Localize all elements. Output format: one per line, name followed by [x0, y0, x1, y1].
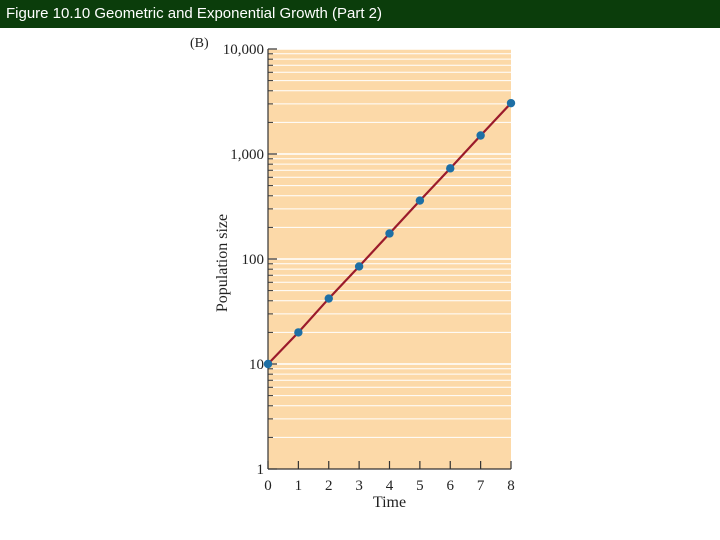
data-point — [354, 262, 364, 271]
y-tick-label: 10 — [249, 357, 264, 373]
y-tick-label: 1 — [257, 462, 265, 478]
series-group — [263, 98, 516, 369]
y-axis-label: Population size — [214, 214, 231, 312]
x-tick-label: 0 — [264, 478, 272, 494]
data-point — [294, 328, 303, 337]
x-tick-label: 2 — [325, 478, 333, 494]
data-point — [385, 229, 394, 238]
x-tick-label: 5 — [416, 478, 424, 494]
grid-lines — [268, 48, 511, 438]
data-point — [324, 294, 333, 303]
y-tick-label: 1,000 — [230, 147, 264, 163]
x-tick-label: 3 — [355, 478, 363, 494]
data-point — [263, 359, 273, 369]
x-tick-label: 4 — [386, 478, 394, 494]
data-point — [476, 131, 485, 140]
data-point — [506, 98, 516, 108]
figure-title: Figure 10.10 Geometric and Exponential G… — [0, 0, 720, 28]
y-tick-label: 100 — [242, 252, 265, 268]
x-tick-label: 7 — [477, 478, 485, 494]
x-tick-label: 6 — [447, 478, 455, 494]
panel-label: (B) — [190, 36, 209, 51]
data-point — [415, 196, 425, 205]
x-tick-label: 1 — [295, 478, 303, 494]
data-point — [446, 164, 455, 173]
x-tick-label: 8 — [507, 478, 515, 494]
y-tick-label: 10,000 — [223, 42, 264, 58]
x-axis-label: Time — [373, 494, 406, 511]
